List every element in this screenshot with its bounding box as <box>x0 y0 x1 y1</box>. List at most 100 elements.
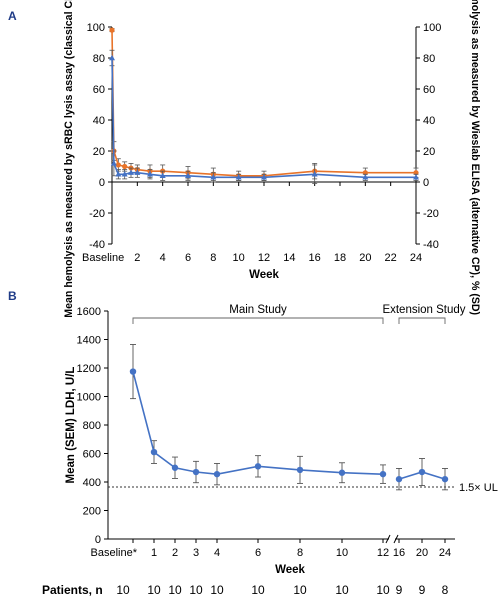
panel-a-x-tick-label: 20 <box>359 252 371 264</box>
study-bracket <box>132 317 384 324</box>
panel-a-point <box>115 162 121 168</box>
patients-count: 10 <box>116 583 130 597</box>
panel-b-x-tick-label: 2 <box>172 547 178 559</box>
panel-b-point <box>296 466 304 474</box>
panel-b-point <box>150 448 158 456</box>
axis-break-mark <box>385 534 391 544</box>
panel-a-point <box>110 160 117 166</box>
panel-b-label: B <box>8 289 17 303</box>
panel-b-y-tick-label: 0 <box>95 534 101 546</box>
patients-count: 9 <box>396 583 403 597</box>
panel-a-point <box>147 171 153 177</box>
panel-a-series-line <box>111 57 416 179</box>
panel-a-point <box>109 27 115 33</box>
panel-a-x-tick-label: 18 <box>334 252 346 264</box>
patients-label: Patients, n <box>42 583 103 597</box>
panel-a-x-tick-label: 8 <box>210 252 216 264</box>
panel-b-x-tick-label: 6 <box>255 547 261 559</box>
panel-a-x-tick-label: 24 <box>410 252 422 264</box>
panel-a-label: A <box>8 9 17 23</box>
panel-a-point <box>128 169 134 175</box>
reference-line-label: 1.5× ULN <box>459 482 498 494</box>
panel-b-x-tick-label: Baseline* <box>91 547 138 559</box>
panel-b-x-tick-label: 20 <box>416 547 428 559</box>
study-bracket <box>398 317 446 324</box>
panel-a-y-tick-label: -20 <box>89 208 105 220</box>
panel-a-point <box>235 174 242 180</box>
panel-b-point <box>192 468 200 476</box>
panel-b-y-tick-label: 1600 <box>77 306 101 318</box>
panel-b-y-tick-label: 1200 <box>77 363 101 375</box>
panel-a-x-tick-label: 12 <box>258 252 270 264</box>
panel-b-point <box>418 468 426 476</box>
panel-a-point <box>261 174 267 180</box>
panel-b-point <box>254 463 262 470</box>
panel-a-point <box>115 171 122 177</box>
panel-a-y-tick-label: 100 <box>87 22 105 34</box>
panel-a-x-tick-label: 16 <box>309 252 321 264</box>
panel-a-x-tick-label: 22 <box>385 252 397 264</box>
panel-b-y-tick-label: 400 <box>83 477 101 489</box>
panel-b-plot: 0 200 400 600 800 1000 1200 1400 1600 Baseline* 10… <box>77 304 498 597</box>
panel-b-point <box>213 470 221 478</box>
panel-a-y-tick-label: 80 <box>93 53 105 65</box>
study-bracket-label: Extension Study <box>382 304 465 316</box>
panel-b-y-tick-label: 1400 <box>77 335 101 347</box>
panel-a-point <box>109 54 115 61</box>
panel-b-y-tick-label: 800 <box>83 420 101 432</box>
panel-b-y-tick-label: 1000 <box>77 392 101 404</box>
panel-a-x-tick-label: 6 <box>185 252 191 264</box>
patients-count: 8 <box>442 583 449 597</box>
panel-a-point <box>185 172 191 178</box>
panel-a-x-tick-label: 4 <box>160 252 166 264</box>
panel-a-y2-tick-label: -20 <box>423 208 439 220</box>
panel-b-point <box>379 470 387 478</box>
patients-count: 9 <box>419 583 426 597</box>
panel-b-x-tick-label: 4 <box>214 547 220 559</box>
panel-a-series-line <box>111 30 416 177</box>
panel-b-x-tick-label: 3 <box>193 547 199 559</box>
panel-a-y-tick-label: 20 <box>93 146 105 158</box>
panel-a-point <box>122 163 128 170</box>
panel-a-xlabel: Week <box>249 269 279 281</box>
panel-a-y-tick-label: -40 <box>89 239 105 251</box>
panel-a-point <box>413 174 419 180</box>
panel-a-y2-tick-label: 0 <box>423 177 429 189</box>
panel-a-y2-tick-label: 80 <box>423 53 435 65</box>
axis-break-mark <box>393 534 399 544</box>
panel-b-y-tick-label: 200 <box>83 506 101 518</box>
panel-a-y2-tick-label: 60 <box>423 84 435 96</box>
panel-b-point <box>171 464 179 471</box>
panel-a-x-tick-label: 14 <box>283 252 295 264</box>
patients-count: 10 <box>168 583 182 597</box>
panel-a-y2-tick-label: 40 <box>423 115 435 127</box>
panel-a-x-tick-label: 2 <box>134 252 140 264</box>
panel-b-x-tick-label: 12 <box>377 547 389 559</box>
patients-count: 10 <box>189 583 203 597</box>
panel-b-point <box>441 475 449 483</box>
panel-a-point <box>311 171 318 177</box>
panel-b-ylabel: Mean (SEM) LDH, U/L <box>65 367 77 484</box>
panel-a-x-tick-label: 10 <box>233 252 245 264</box>
panel-b-xlabel: Week <box>275 564 305 576</box>
panel-a-point <box>121 171 128 177</box>
panel-a-y2-tick-label: -40 <box>423 239 439 251</box>
panel-a-plot: -40 -40 -20 -20 0 0 20 20 40 40 60 60 80 80 100 100 Base… <box>82 22 441 264</box>
panel-a-y-tick-label: 40 <box>93 115 105 127</box>
panel-b-x-tick-label: 24 <box>439 547 451 559</box>
patients-count: 10 <box>293 583 307 597</box>
panel-b-x-tick-label: 1 <box>151 547 157 559</box>
panel-b-x-tick-label: 16 <box>393 547 405 559</box>
panel-a-y-tick-label: 0 <box>99 177 105 189</box>
panel-b-point <box>129 368 137 375</box>
panel-a-y-tick-label: 60 <box>93 84 105 96</box>
patients-count: 10 <box>335 583 349 597</box>
panel-a-y2-tick-label: 100 <box>423 22 441 34</box>
panel-a-point <box>134 169 141 175</box>
panel-b-x-tick-label: 10 <box>336 547 348 559</box>
panel-b-y-tick-label: 600 <box>83 449 101 461</box>
panel-a-point <box>210 174 217 180</box>
panel-a-x-tick-label: Baseline <box>82 252 124 264</box>
panel-b-x-tick-label: 8 <box>297 547 303 559</box>
panel-b-point <box>395 475 403 483</box>
